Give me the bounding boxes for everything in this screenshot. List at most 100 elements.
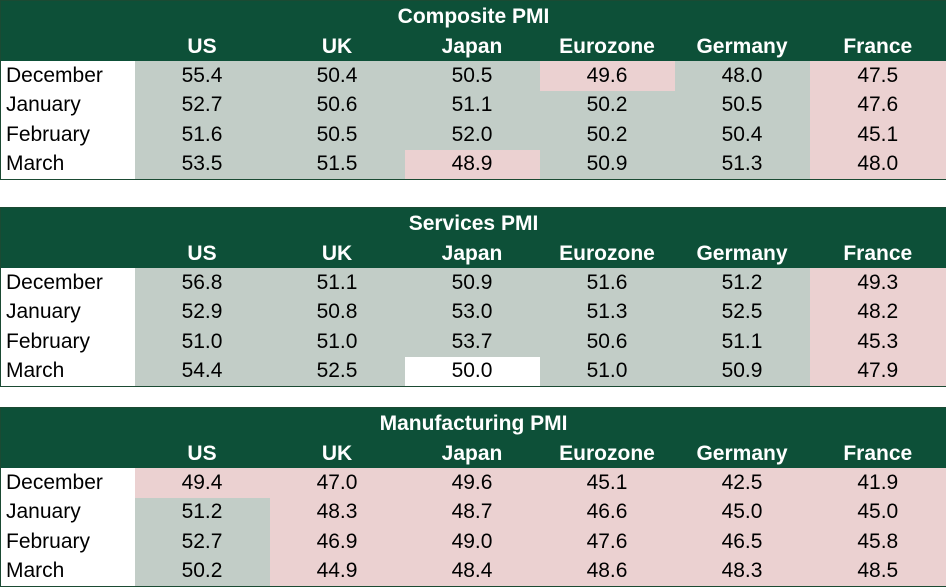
table-row: December 56.8 51.1 50.9 51.6 51.2 49.3: [0, 268, 946, 298]
manufacturing-pmi-table: Manufacturing PMI US UK Japan Eurozone German…: [0, 407, 946, 587]
column-header-germany: Germany: [674, 239, 810, 268]
value-cell-japan: 51.1: [404, 90, 540, 120]
value-cell-eurozone: 51.6: [539, 268, 675, 298]
row-label: March: [0, 356, 135, 387]
composite-pmi-table: Composite PMI US UK Japan Eurozone Germany Fra…: [0, 0, 946, 180]
value-cell-uk: 50.4: [269, 61, 405, 91]
value-cell-us: 52.7: [134, 527, 270, 557]
value-cell-japan: 52.0: [404, 120, 540, 150]
value-cell-eurozone: 51.3: [539, 297, 675, 327]
value-cell-japan: 48.9: [404, 149, 540, 180]
value-cell-japan: 53.0: [404, 297, 540, 327]
value-cell-us: 56.8: [134, 268, 270, 298]
value-cell-us: 53.5: [134, 149, 270, 180]
value-cell-france: 47.9: [809, 356, 946, 387]
value-cell-germany: 51.3: [674, 149, 810, 180]
value-cell-eurozone: 50.2: [539, 90, 675, 120]
value-cell-germany: 46.5: [674, 527, 810, 557]
table-row: March 54.4 52.5 50.0 51.0 50.9 47.9: [0, 356, 946, 387]
column-header-japan: Japan: [404, 239, 540, 268]
value-cell-germany: 51.1: [674, 327, 810, 357]
value-cell-eurozone: 46.6: [539, 497, 675, 527]
value-cell-germany: 51.2: [674, 268, 810, 298]
value-cell-japan: 48.4: [404, 556, 540, 587]
value-cell-us: 49.4: [134, 468, 270, 498]
value-cell-france: 45.8: [809, 527, 946, 557]
value-cell-uk: 50.6: [269, 90, 405, 120]
value-cell-japan: 49.6: [404, 468, 540, 498]
table-row: December 55.4 50.4 50.5 49.6 48.0 47.5: [0, 61, 946, 91]
value-cell-eurozone: 51.0: [539, 356, 675, 387]
value-cell-japan: 48.7: [404, 497, 540, 527]
value-cell-eurozone: 50.9: [539, 149, 675, 180]
value-cell-us: 52.9: [134, 297, 270, 327]
value-cell-uk: 50.8: [269, 297, 405, 327]
column-header-us: US: [134, 439, 270, 468]
value-cell-eurozone: 45.1: [539, 468, 675, 498]
value-cell-uk: 44.9: [269, 556, 405, 587]
table-row: February 51.0 51.0 53.7 50.6 51.1 45.3: [0, 327, 946, 357]
row-label: March: [0, 149, 135, 180]
table-row: March 50.2 44.9 48.4 48.6 48.3 48.5: [0, 556, 946, 587]
value-cell-japan: 50.5: [404, 61, 540, 91]
value-cell-us: 51.6: [134, 120, 270, 150]
table-row: December 49.4 47.0 49.6 45.1 42.5 41.9: [0, 468, 946, 498]
table-title: Manufacturing PMI: [0, 407, 946, 439]
row-label: January: [0, 297, 135, 327]
row-label: January: [0, 497, 135, 527]
column-header-uk: UK: [269, 239, 405, 268]
value-cell-france: 49.3: [809, 268, 946, 298]
value-cell-germany: 48.0: [674, 61, 810, 91]
value-cell-eurozone: 47.6: [539, 527, 675, 557]
column-header-france: France: [809, 439, 946, 468]
value-cell-germany: 48.3: [674, 556, 810, 587]
column-header-france: France: [809, 32, 946, 61]
value-cell-germany: 52.5: [674, 297, 810, 327]
value-cell-japan: 50.0: [404, 356, 540, 387]
table-title: Composite PMI: [0, 0, 946, 32]
value-cell-germany: 45.0: [674, 497, 810, 527]
value-cell-uk: 52.5: [269, 356, 405, 387]
value-cell-france: 41.9: [809, 468, 946, 498]
value-cell-france: 48.2: [809, 297, 946, 327]
column-header-us: US: [134, 239, 270, 268]
header-corner: [0, 439, 135, 468]
table-row: March 53.5 51.5 48.9 50.9 51.3 48.0: [0, 149, 946, 180]
table-row: January 52.9 50.8 53.0 51.3 52.5 48.2: [0, 297, 946, 327]
value-cell-uk: 51.0: [269, 327, 405, 357]
value-cell-france: 45.1: [809, 120, 946, 150]
value-cell-japan: 53.7: [404, 327, 540, 357]
column-header-uk: UK: [269, 32, 405, 61]
services-pmi-table: Services PMI US UK Japan Eurozone Germany Fran…: [0, 207, 946, 387]
value-cell-eurozone: 49.6: [539, 61, 675, 91]
column-header-germany: Germany: [674, 32, 810, 61]
row-label: February: [0, 527, 135, 557]
column-header-eurozone: Eurozone: [539, 439, 675, 468]
value-cell-uk: 50.5: [269, 120, 405, 150]
column-header-eurozone: Eurozone: [539, 32, 675, 61]
value-cell-japan: 50.9: [404, 268, 540, 298]
column-header-us: US: [134, 32, 270, 61]
column-header-japan: Japan: [404, 32, 540, 61]
table-title: Services PMI: [0, 207, 946, 239]
value-cell-eurozone: 50.2: [539, 120, 675, 150]
table-row: February 51.6 50.5 52.0 50.2 50.4 45.1: [0, 120, 946, 150]
value-cell-us: 55.4: [134, 61, 270, 91]
row-label: February: [0, 327, 135, 357]
value-cell-japan: 49.0: [404, 527, 540, 557]
value-cell-uk: 51.5: [269, 149, 405, 180]
value-cell-germany: 50.9: [674, 356, 810, 387]
value-cell-us: 51.2: [134, 497, 270, 527]
value-cell-eurozone: 48.6: [539, 556, 675, 587]
column-header-germany: Germany: [674, 439, 810, 468]
row-label: March: [0, 556, 135, 587]
table-row: January 52.7 50.6 51.1 50.2 50.5 47.6: [0, 90, 946, 120]
value-cell-france: 48.0: [809, 149, 946, 180]
row-label: December: [0, 61, 135, 91]
value-cell-us: 54.4: [134, 356, 270, 387]
row-label: February: [0, 120, 135, 150]
value-cell-uk: 48.3: [269, 497, 405, 527]
value-cell-germany: 42.5: [674, 468, 810, 498]
value-cell-france: 45.3: [809, 327, 946, 357]
column-header-eurozone: Eurozone: [539, 239, 675, 268]
